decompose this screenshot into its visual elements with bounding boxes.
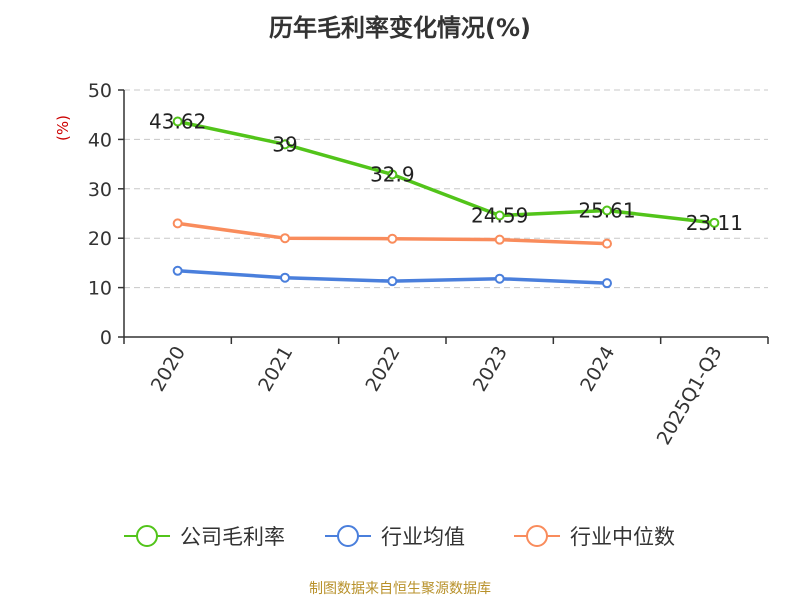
x-tick-label: 2022 — [361, 343, 404, 396]
legend: 公司毛利率 行业均值 行业中位数 — [124, 525, 675, 549]
legend-label: 行业中位数 — [570, 525, 675, 549]
legend-item: 行业中位数 — [514, 525, 675, 549]
data-label: 24.59 — [471, 204, 528, 228]
x-axis-ticks: 2020 2021 2022 2023 2024 2025Q1-Q3 — [123, 337, 769, 449]
data-point — [602, 238, 612, 249]
data-point — [387, 169, 398, 180]
data-point — [280, 233, 290, 244]
data-point — [709, 217, 720, 228]
x-tick-label: 2025Q1-Q3 — [653, 343, 727, 449]
data-point — [280, 272, 290, 283]
legend-item: 行业均值 — [325, 525, 465, 549]
legend-label: 行业均值 — [381, 525, 465, 549]
data-point — [280, 139, 290, 150]
legend-item: 公司毛利率 — [124, 525, 285, 549]
legend-label: 公司毛利率 — [180, 525, 285, 549]
series-lines — [172, 116, 720, 289]
y-tick-label: 20 — [88, 228, 112, 250]
legend-marker — [337, 525, 359, 547]
data-label: 25.61 — [578, 198, 635, 222]
data-point — [602, 205, 612, 216]
data-point — [172, 265, 183, 276]
data-label: 43.62 — [149, 110, 206, 134]
data-point — [494, 273, 505, 284]
y-axis-label: (%) — [54, 115, 72, 141]
series-line — [177, 119, 715, 225]
y-tick-label: 30 — [88, 179, 112, 201]
x-tick-label: 2020 — [147, 343, 190, 396]
y-tick-label: 0 — [100, 327, 112, 349]
data-labels: 43.62 39 32.9 24.59 25.61 23.11 — [149, 110, 743, 235]
data-point — [172, 116, 183, 127]
legend-marker — [526, 525, 548, 547]
y-tick-label: 10 — [88, 278, 112, 300]
data-point — [387, 276, 398, 287]
x-tick-label: 2021 — [254, 343, 297, 396]
x-tick-label: 2023 — [469, 342, 512, 395]
axes — [123, 90, 768, 338]
grid-lines — [124, 89, 768, 289]
y-axis-ticks: 0 10 20 30 40 50 — [88, 80, 124, 349]
data-point — [172, 218, 183, 229]
y-tick-label: 40 — [88, 129, 112, 151]
data-point — [602, 278, 612, 289]
x-tick-label: 2024 — [576, 343, 619, 396]
chart-title: 历年毛利率变化情况(%) — [269, 14, 531, 42]
data-label: 23.11 — [686, 211, 743, 235]
data-point — [494, 234, 505, 245]
data-label: 32.9 — [370, 162, 415, 186]
data-point — [494, 210, 505, 221]
legend-marker — [136, 525, 158, 547]
data-point — [387, 233, 398, 244]
source-note: 制图数据来自恒生聚源数据库 — [309, 581, 491, 597]
y-tick-label: 50 — [88, 80, 112, 102]
data-label: 39 — [272, 132, 297, 156]
